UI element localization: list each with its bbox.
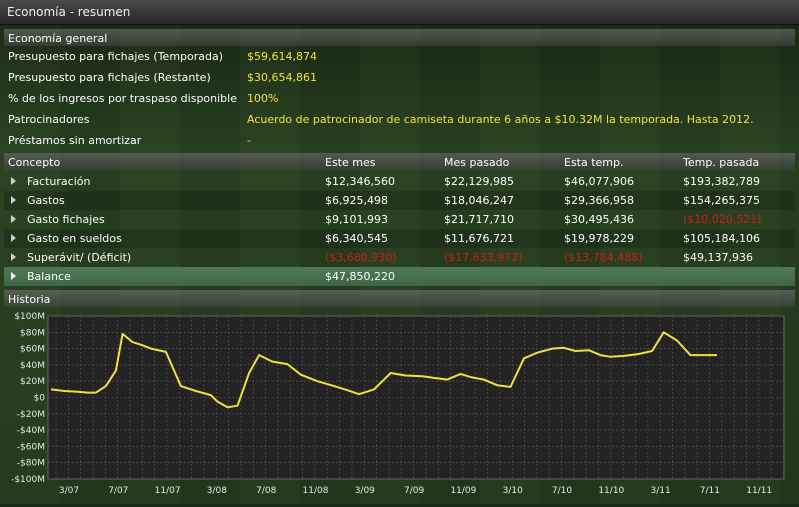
info-label: % de los ingresos por traspaso disponibl… — [8, 92, 237, 105]
y-tick-label: $100M — [14, 312, 45, 322]
expand-arrow-icon[interactable] — [11, 196, 16, 204]
y-tick-label: $80M — [20, 328, 45, 338]
y-tick-label: -$20M — [17, 410, 45, 420]
col-header-this-month[interactable]: Este mes — [325, 156, 376, 169]
cell-this-month: $6,925,498 — [325, 194, 388, 207]
table-row-balance[interactable]: Balance $47,850,220 — [4, 267, 795, 286]
x-tick-label: 7/08 — [256, 486, 276, 496]
cell-this-month: $9,101,993 — [325, 213, 388, 226]
expand-arrow-icon[interactable] — [11, 215, 16, 223]
finance-table-header: Concepto Este mes Mes pasado Esta temp. … — [4, 153, 795, 171]
cell-this-month: $47,850,220 — [325, 270, 395, 283]
cell-this-month: ($3,680,930) — [325, 251, 397, 264]
info-value: - — [247, 134, 251, 147]
y-tick-label: $60M — [20, 345, 45, 355]
col-header-last-month[interactable]: Mes pasado — [444, 156, 510, 169]
cell-last-season: $49,137,936 — [683, 251, 753, 264]
row-label: Balance — [27, 270, 71, 283]
x-tick-label: 11/09 — [450, 486, 476, 496]
info-value: $30,654,861 — [247, 71, 317, 84]
cell-this-month: $12,346,560 — [325, 175, 395, 188]
cell-last-season: $154,265,375 — [683, 194, 760, 207]
row-label: Superávit/ (Déficit) — [27, 251, 132, 264]
col-header-last-season[interactable]: Temp. pasada — [683, 156, 760, 169]
info-row-loans: Préstamos sin amortizar - — [8, 130, 795, 150]
row-label: Gasto en sueldos — [27, 232, 122, 245]
cell-this-month: $6,340,545 — [325, 232, 388, 245]
x-tick-label: 3/11 — [650, 486, 670, 496]
cell-this-season: $46,077,906 — [564, 175, 634, 188]
table-row-expenses[interactable]: Gastos $6,925,498 $18,046,247 $29,366,95… — [4, 191, 795, 210]
general-section-header: Economía general — [4, 29, 795, 46]
table-row-wages[interactable]: Gasto en sueldos $6,340,545 $11,676,721 … — [4, 229, 795, 248]
expand-arrow-icon[interactable] — [11, 234, 16, 242]
cell-last-month: $21,717,710 — [444, 213, 514, 226]
y-tick-label: $20M — [20, 377, 45, 387]
x-tick-label: 11/11 — [746, 486, 772, 496]
x-tick-label: 3/10 — [503, 486, 523, 496]
info-label: Presupuesto para fichajes (Temporada) — [8, 50, 224, 63]
window-titlebar: Economía - resumen — [0, 0, 799, 25]
cell-this-season: $30,495,436 — [564, 213, 634, 226]
x-tick-label: 11/07 — [155, 486, 181, 496]
x-tick-label: 3/08 — [207, 486, 227, 496]
x-tick-label: 3/07 — [59, 486, 79, 496]
info-value: $59,614,874 — [247, 50, 317, 63]
row-label: Facturación — [27, 175, 91, 188]
info-row-budget-remaining: Presupuesto para fichajes (Restante) $30… — [8, 67, 795, 87]
cell-last-month: $11,676,721 — [444, 232, 514, 245]
expand-arrow-icon[interactable] — [11, 177, 16, 185]
history-chart: $100M $80M $60M $40M $20M $0 -$20M -$40M -$60M -$… — [0, 308, 799, 504]
info-row-transfer-income: % de los ingresos por traspaso disponibl… — [8, 88, 795, 108]
window-title: Economía - resumen — [7, 5, 131, 19]
table-row-revenue[interactable]: Facturación $12,346,560 $22,129,985 $46,… — [4, 172, 795, 191]
col-header-concept[interactable]: Concepto — [8, 156, 61, 169]
y-tick-label: -$60M — [17, 442, 45, 452]
expand-arrow-icon[interactable] — [11, 272, 16, 280]
info-label: Patrocinadores — [8, 113, 90, 126]
cell-last-month: $18,046,247 — [444, 194, 514, 207]
general-section-title: Economía general — [8, 32, 108, 45]
cell-this-season: $29,366,958 — [564, 194, 634, 207]
history-chart-svg: $100M $80M $60M $40M $20M $0 -$20M -$40M -$60M -$… — [11, 312, 785, 496]
cell-last-month: $22,129,985 — [444, 175, 514, 188]
x-tick-label: 7/09 — [404, 486, 424, 496]
info-row-budget-season: Presupuesto para fichajes (Temporada) $5… — [8, 46, 795, 66]
cell-last-season: ($10,020,521) — [683, 213, 762, 226]
info-value: 100% — [247, 92, 279, 105]
y-tick-label: -$100M — [11, 475, 45, 485]
x-tick-label: 7/10 — [552, 486, 572, 496]
cell-this-season: $19,978,229 — [564, 232, 634, 245]
x-tick-label: 7/11 — [700, 486, 720, 496]
y-tick-label: $0 — [34, 394, 46, 404]
cell-last-season: $105,184,106 — [683, 232, 760, 245]
row-label: Gasto fichajes — [27, 213, 105, 226]
history-section-header: Historia — [4, 290, 795, 307]
info-label: Préstamos sin amortizar — [8, 134, 142, 147]
history-section-title: Historia — [8, 293, 51, 306]
table-row-transfer-spending[interactable]: Gasto fichajes $9,101,993 $21,717,710 $3… — [4, 210, 795, 229]
y-tick-label: $40M — [20, 361, 45, 371]
expand-arrow-icon[interactable] — [11, 253, 16, 261]
col-header-this-season[interactable]: Esta temp. — [564, 156, 624, 169]
x-tick-label: 11/08 — [303, 486, 329, 496]
info-row-sponsors: Patrocinadores Acuerdo de patrocinador d… — [8, 109, 795, 129]
row-label: Gastos — [27, 194, 65, 207]
x-tick-label: 11/10 — [598, 486, 624, 496]
balance-history-line — [50, 331, 717, 409]
info-label: Presupuesto para fichajes (Restante) — [8, 71, 211, 84]
cell-last-month: ($17,633,972) — [444, 251, 523, 264]
y-tick-label: -$40M — [17, 426, 45, 436]
table-row-surplus[interactable]: Superávit/ (Déficit) ($3,680,930) ($17,6… — [4, 248, 795, 267]
x-tick-label: 3/09 — [355, 486, 375, 496]
cell-this-season: ($13,784,488) — [564, 251, 643, 264]
info-value: Acuerdo de patrocinador de camiseta dura… — [247, 113, 754, 126]
y-tick-label: -$80M — [17, 459, 45, 469]
cell-last-season: $193,382,789 — [683, 175, 760, 188]
x-tick-label: 7/07 — [108, 486, 128, 496]
